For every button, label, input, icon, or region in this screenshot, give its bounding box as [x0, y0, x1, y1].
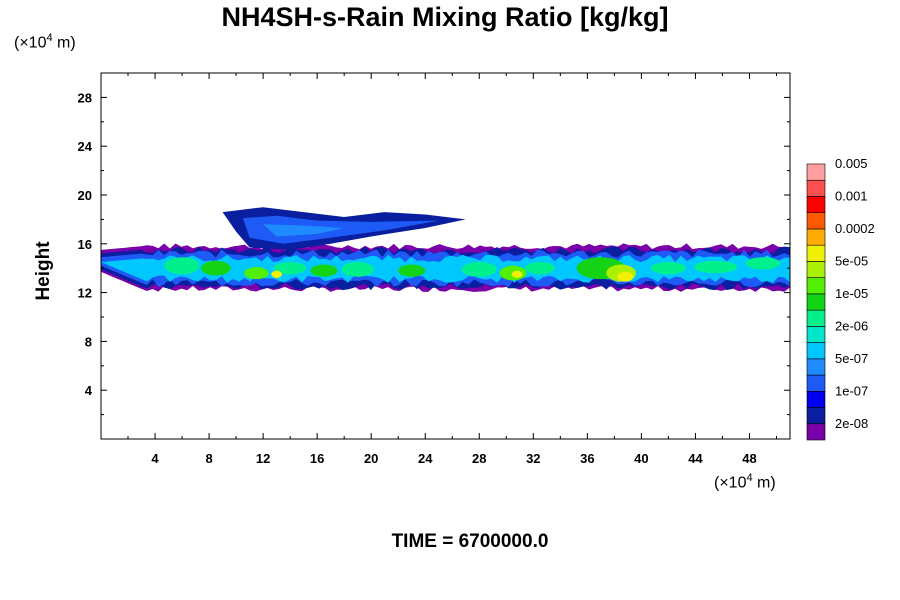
field-cell — [244, 266, 269, 280]
colorbar-swatch — [806, 423, 826, 441]
x-tick-label: 28 — [472, 451, 486, 466]
field-plume-core — [263, 224, 345, 237]
x-tick-label: 20 — [364, 451, 378, 466]
chart-title: NH4SH-s-Rain Mixing Ratio [kg/kg] — [221, 2, 669, 32]
colorbar-label: 1e-07 — [835, 383, 868, 398]
colorbar-swatch — [806, 390, 826, 408]
field-cell — [617, 271, 634, 282]
field-plume-inner — [242, 215, 439, 244]
field-cell — [461, 262, 497, 277]
x-tick-label: 16 — [310, 451, 324, 466]
colorbar-label: 5e-07 — [835, 351, 868, 366]
colorbar-label: 1e-05 — [835, 286, 868, 301]
field-cell — [271, 270, 283, 278]
y-axis-unit: (×104 m) — [14, 32, 76, 52]
field-cell — [650, 262, 686, 275]
plot-frame — [100, 72, 791, 440]
colorbar-swatch — [806, 309, 826, 327]
x-axis-unit: (×104 m) — [714, 472, 776, 492]
mixing-ratio-field — [101, 207, 790, 292]
colorbar-swatch — [806, 407, 826, 425]
x-tick-label: 12 — [256, 451, 270, 466]
x-tick-label: 24 — [418, 451, 433, 466]
field-cell — [525, 262, 555, 275]
y-tick-label: 28 — [78, 90, 92, 105]
colorbar-swatch — [806, 163, 826, 181]
x-tick-label: 48 — [742, 451, 756, 466]
y-tick-label: 4 — [85, 383, 93, 398]
colorbar-swatch — [806, 244, 826, 262]
y-tick-label: 12 — [78, 286, 92, 301]
colorbar-swatch — [806, 179, 826, 197]
y-tick-label: 20 — [78, 188, 92, 203]
colorbar-swatch — [806, 374, 826, 392]
field-cell — [398, 264, 426, 277]
field-cell — [273, 262, 307, 275]
x-tick-label: 4 — [151, 451, 159, 466]
colorbar-swatch — [806, 261, 826, 278]
colorbar-swatch — [806, 293, 826, 311]
field-cell — [200, 260, 231, 276]
colorbar-swatch — [806, 326, 826, 343]
field-cell — [341, 262, 374, 277]
colorbar-label: 2e-06 — [835, 318, 868, 333]
colorbar-swatch — [806, 342, 826, 360]
colorbar: 2e-08 1e-07 5e-07 2e-06 1e-05 5e-05 0.0002 0.00… — [806, 156, 875, 441]
time-label: TIME = 6700000.0 — [391, 531, 549, 552]
y-tick-label: 16 — [78, 237, 92, 252]
colorbar-swatch — [806, 212, 826, 230]
x-tick-label: 32 — [526, 451, 540, 466]
y-tick-label: 8 — [85, 334, 92, 349]
colorbar-swatch — [806, 277, 826, 295]
colorbar-swatch — [806, 358, 826, 376]
field-cell — [745, 257, 781, 270]
colorbar-swatch — [806, 228, 826, 246]
colorbar-label: 5e-05 — [835, 253, 868, 268]
field-cell — [511, 270, 523, 278]
field-cell — [694, 260, 738, 274]
x-tick-label: 8 — [205, 451, 212, 466]
x-tick-label: 36 — [580, 451, 594, 466]
field-cell — [164, 257, 200, 275]
colorbar-label: 2e-08 — [835, 416, 868, 431]
y-tick-label: 24 — [78, 139, 93, 154]
colorbar-label: 0.0002 — [835, 221, 875, 236]
x-tick-label: 40 — [634, 451, 648, 466]
colorbar-label: 0.001 — [835, 188, 868, 203]
colorbar-label: 0.005 — [835, 156, 868, 171]
x-tick-label: 44 — [688, 451, 703, 466]
colorbar-swatch — [806, 196, 826, 214]
field-cell — [310, 264, 338, 277]
